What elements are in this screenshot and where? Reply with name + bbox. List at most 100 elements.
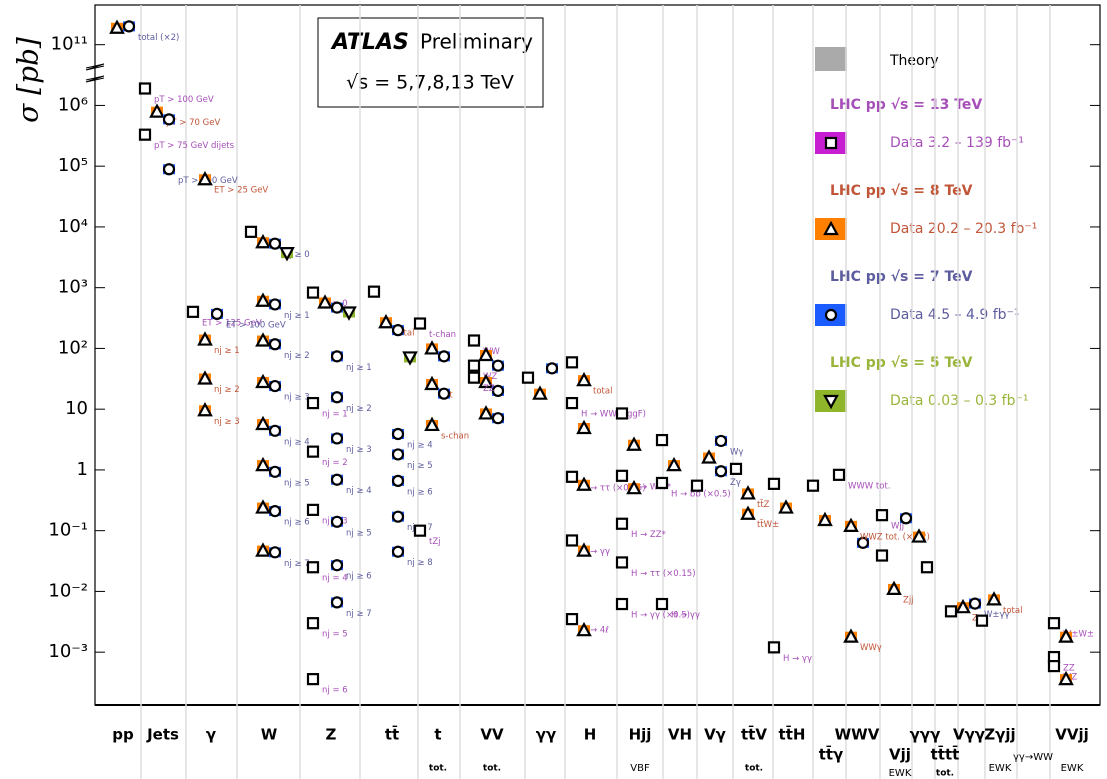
point-label: nj ≥ 7 — [346, 609, 372, 619]
data-point — [197, 401, 213, 417]
category-note: EWK — [1061, 763, 1084, 774]
category-note: EWK — [889, 768, 912, 779]
point-label: W±γγ — [984, 610, 1010, 620]
axis-break — [85, 63, 105, 83]
legend-theory-label: Theory — [889, 53, 939, 69]
data-point — [255, 233, 271, 249]
point-label: nj ≥ 8 — [407, 558, 433, 568]
data-point — [545, 362, 559, 375]
data-point — [817, 511, 833, 527]
data-point — [944, 605, 958, 618]
data-point — [378, 313, 394, 329]
data-point — [666, 456, 682, 472]
data-point — [341, 306, 357, 321]
data-point — [306, 503, 320, 516]
data-point — [626, 436, 642, 451]
data-point — [330, 515, 344, 528]
legend: Theory LHC pp √s = 13 TeV Data 3.2 – 139 f… — [815, 47, 1037, 412]
y-tick-label: 10⁴ — [58, 216, 88, 237]
data-point — [268, 298, 282, 311]
point-label: nj ≥ 3 — [214, 417, 240, 427]
point-label: H → γγ (×0.5) — [631, 611, 690, 621]
data-point — [843, 517, 859, 532]
point-label: pT > 70 GeV — [166, 118, 220, 128]
point-label: H → WW* — [631, 482, 671, 492]
point-label: WWZ tot. (×0.2) — [860, 532, 930, 542]
category-note: VBF — [630, 763, 650, 774]
data-point — [576, 371, 592, 387]
point-label: nj ≥ 1 — [346, 363, 372, 373]
data-point — [255, 332, 271, 347]
legend-theory-swatch — [815, 47, 847, 71]
data-point — [576, 476, 592, 491]
category-note: tot. — [745, 764, 763, 774]
data-point — [1047, 617, 1061, 630]
data-point — [402, 351, 418, 366]
data-point — [975, 614, 989, 627]
data-point — [521, 371, 535, 384]
data-point — [317, 294, 333, 309]
y-tick-label: 1 — [77, 459, 88, 480]
data-point — [391, 510, 405, 523]
point-label: nj ≥ 4 — [407, 441, 433, 451]
data-point — [576, 621, 592, 637]
point-label: ET > 100 GeV — [226, 320, 286, 330]
x-tick-label: Vγγ — [953, 726, 985, 744]
data-point — [832, 468, 846, 481]
data-point — [413, 317, 427, 330]
data-point — [701, 449, 717, 464]
y-tick-label: 10⁻³ — [48, 641, 88, 662]
data-point — [491, 384, 505, 397]
data-point — [255, 373, 271, 389]
data-point — [424, 416, 440, 432]
point-label: tZj — [429, 537, 441, 547]
category-note: tot. — [429, 764, 447, 774]
data-point — [986, 591, 1002, 606]
point-label: H → γγ — [671, 611, 700, 621]
y-tick-label: 10³ — [58, 277, 88, 298]
data-point — [920, 561, 934, 574]
data-point — [740, 505, 756, 520]
data-point — [413, 524, 427, 537]
point-label: nj ≥ 0 — [284, 250, 310, 260]
x-tick-label: γγ — [536, 726, 556, 744]
point-label: nj ≥ 1 — [284, 311, 310, 321]
legend-series-label: Data 3.2 – 139 fb⁻¹ — [890, 135, 1024, 151]
data-point — [467, 359, 481, 372]
data-point — [306, 561, 320, 574]
data-point — [767, 641, 781, 654]
data-point — [1058, 670, 1074, 686]
category-note: EWK — [989, 763, 1012, 774]
data-point — [424, 340, 440, 355]
point-label: nj ≥ 2 — [346, 404, 372, 414]
data-point — [330, 596, 344, 609]
x-tick-label: Vjj — [889, 746, 911, 764]
data-point — [268, 504, 282, 518]
x-tick-label: W — [261, 726, 278, 744]
data-point — [478, 405, 494, 420]
data-point — [615, 597, 629, 611]
y-axis-label: σ [pb] — [12, 37, 45, 123]
y-tick-label: 10¹¹ — [51, 34, 88, 55]
data-point — [856, 536, 870, 549]
data-point — [467, 371, 481, 384]
data-point — [467, 334, 481, 347]
x-tick-label: Hjj — [629, 726, 652, 744]
data-point — [615, 469, 629, 482]
data-point — [268, 424, 282, 437]
legend-marker — [824, 308, 838, 322]
data-point — [655, 597, 669, 611]
point-label: ZZ — [1063, 664, 1075, 674]
chart-subtitle: Preliminary — [420, 30, 533, 54]
point-label: total (×2) — [138, 33, 179, 43]
y-tick-label: 10⁻¹ — [48, 520, 88, 541]
x-tick-label: tt̄tt̄ — [931, 744, 960, 764]
data-point — [714, 434, 728, 448]
point-label: nj = 2 — [322, 458, 348, 468]
data-point — [955, 598, 971, 614]
point-label: s-chan — [441, 431, 469, 441]
data-point — [391, 427, 405, 441]
point-label: tt̄Z — [757, 498, 770, 510]
data-point — [109, 19, 125, 34]
